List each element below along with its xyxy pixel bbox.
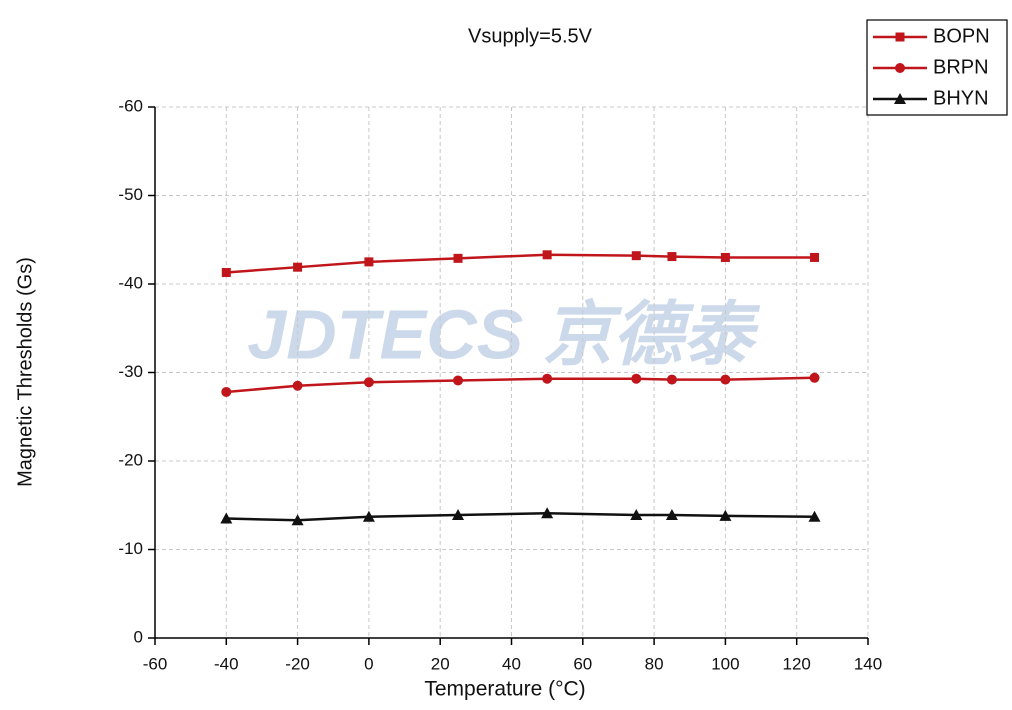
marker bbox=[895, 32, 905, 42]
marker bbox=[719, 509, 732, 521]
marker bbox=[631, 251, 641, 261]
y-tick-label: -10 bbox=[118, 539, 143, 558]
marker bbox=[363, 377, 374, 388]
y-tick-label: 0 bbox=[134, 627, 143, 646]
y-tick-label: -30 bbox=[118, 362, 143, 381]
y-tick-label: -60 bbox=[118, 96, 143, 115]
marker bbox=[810, 252, 820, 262]
x-tick-label: -40 bbox=[214, 654, 239, 673]
y-tick-label: -20 bbox=[118, 450, 143, 469]
marker bbox=[292, 380, 303, 391]
y-tick-label: -50 bbox=[118, 185, 143, 204]
x-tick-label: 40 bbox=[502, 654, 521, 673]
marker bbox=[808, 510, 821, 522]
x-tick-label: -20 bbox=[285, 654, 310, 673]
marker bbox=[666, 374, 677, 385]
x-tick-label: 120 bbox=[783, 654, 811, 673]
marker bbox=[542, 250, 552, 260]
y-tick-label: -40 bbox=[118, 273, 143, 292]
marker bbox=[362, 510, 375, 522]
marker bbox=[220, 512, 233, 524]
marker bbox=[293, 262, 303, 272]
watermark: JDTECS 京德泰 bbox=[247, 295, 761, 373]
marker bbox=[541, 507, 554, 519]
marker bbox=[720, 374, 731, 385]
legend-label: BOPN bbox=[933, 25, 990, 47]
marker bbox=[894, 93, 906, 104]
marker bbox=[291, 514, 304, 526]
marker bbox=[542, 373, 553, 384]
marker bbox=[895, 63, 905, 73]
x-tick-label: 80 bbox=[645, 654, 664, 673]
marker bbox=[221, 386, 232, 397]
y-axis-title: Magnetic Thresholds (Gs) bbox=[14, 257, 36, 487]
marker bbox=[630, 508, 643, 520]
marker bbox=[221, 267, 231, 277]
marker bbox=[364, 257, 374, 267]
legend-label: BHYN bbox=[933, 87, 989, 109]
x-tick-label: 20 bbox=[431, 654, 450, 673]
marker bbox=[809, 372, 820, 383]
x-tick-label: 0 bbox=[364, 654, 373, 673]
marker bbox=[453, 253, 463, 263]
x-tick-label: 100 bbox=[711, 654, 739, 673]
legend-label: BRPN bbox=[933, 56, 989, 78]
chart-title: Vsupply=5.5V bbox=[468, 25, 593, 47]
marker bbox=[665, 508, 678, 520]
x-tick-label: -60 bbox=[143, 654, 168, 673]
marker bbox=[631, 373, 642, 384]
x-tick-label: 60 bbox=[573, 654, 592, 673]
x-tick-label: 140 bbox=[854, 654, 882, 673]
marker bbox=[453, 375, 464, 386]
marker bbox=[667, 252, 677, 262]
x-axis-title: Temperature (°C) bbox=[424, 678, 585, 701]
marker bbox=[452, 508, 465, 520]
marker bbox=[720, 252, 730, 262]
